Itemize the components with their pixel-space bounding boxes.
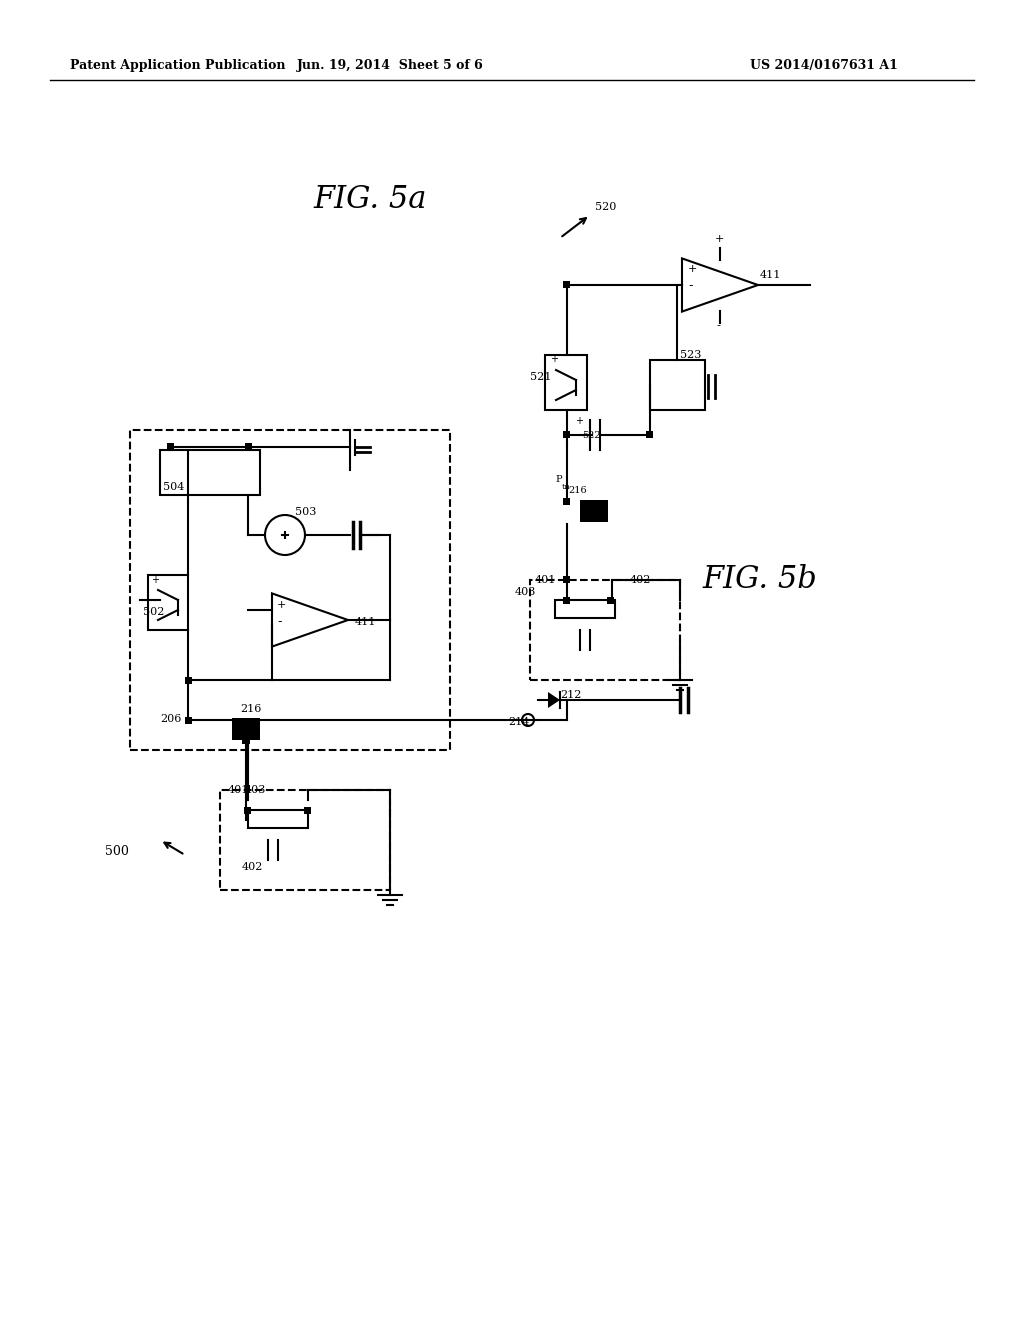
Text: -: - xyxy=(716,319,720,330)
Bar xyxy=(530,579,680,680)
Text: US 2014/0167631 A1: US 2014/0167631 A1 xyxy=(750,58,898,71)
Text: 500: 500 xyxy=(105,845,129,858)
Bar xyxy=(220,789,390,890)
Bar xyxy=(248,810,308,828)
Text: +: + xyxy=(688,264,697,275)
Polygon shape xyxy=(548,692,560,708)
Text: 216: 216 xyxy=(240,704,261,714)
Text: +: + xyxy=(278,601,287,610)
Text: 521: 521 xyxy=(530,372,551,381)
Bar xyxy=(242,737,250,744)
Text: 206: 206 xyxy=(160,714,181,723)
Text: Jun. 19, 2014  Sheet 5 of 6: Jun. 19, 2014 Sheet 5 of 6 xyxy=(297,58,483,71)
Text: 212: 212 xyxy=(560,690,582,700)
Text: FIG. 5b: FIG. 5b xyxy=(702,565,817,595)
Text: 503: 503 xyxy=(295,507,316,517)
Bar xyxy=(245,444,252,450)
Bar xyxy=(646,432,653,438)
Bar xyxy=(244,807,251,814)
Text: tn: tn xyxy=(562,483,570,491)
Bar xyxy=(580,500,608,521)
Circle shape xyxy=(522,714,534,726)
Text: Patent Application Publication: Patent Application Publication xyxy=(70,58,286,71)
Text: 411: 411 xyxy=(760,271,781,280)
Text: 214: 214 xyxy=(508,717,529,727)
Bar xyxy=(563,576,570,583)
Polygon shape xyxy=(682,259,758,312)
Circle shape xyxy=(265,515,305,554)
Text: 402: 402 xyxy=(242,862,263,873)
Bar xyxy=(650,360,705,411)
Bar xyxy=(160,450,260,495)
Text: FIG. 5a: FIG. 5a xyxy=(313,185,427,215)
Bar xyxy=(545,355,587,411)
Text: 523: 523 xyxy=(680,350,701,360)
Bar xyxy=(130,430,450,750)
Text: 403: 403 xyxy=(245,785,266,795)
Bar xyxy=(555,601,615,618)
Bar xyxy=(607,597,614,605)
Text: 411: 411 xyxy=(355,616,377,627)
Bar xyxy=(185,677,193,684)
Bar xyxy=(232,718,260,741)
Text: 502: 502 xyxy=(143,607,165,616)
Text: +: + xyxy=(715,234,724,244)
Text: 216: 216 xyxy=(568,486,587,495)
Text: P: P xyxy=(555,475,561,484)
Text: +: + xyxy=(550,354,558,364)
Bar xyxy=(167,444,174,450)
Text: 401: 401 xyxy=(535,576,556,585)
Text: +: + xyxy=(575,416,583,426)
Text: 402: 402 xyxy=(630,576,651,585)
Bar xyxy=(563,498,570,506)
Polygon shape xyxy=(272,594,348,647)
Text: -: - xyxy=(688,279,692,292)
Text: 504: 504 xyxy=(163,482,184,492)
Bar xyxy=(563,597,570,605)
Text: -: - xyxy=(278,615,282,628)
Bar xyxy=(563,281,570,288)
Text: 522: 522 xyxy=(582,432,601,440)
Bar xyxy=(148,576,188,630)
Bar xyxy=(304,807,311,814)
Bar xyxy=(185,717,193,723)
Bar xyxy=(563,432,570,438)
Text: 403: 403 xyxy=(515,587,537,597)
Text: 401: 401 xyxy=(228,785,250,795)
Text: 520: 520 xyxy=(595,202,616,213)
Text: +: + xyxy=(151,576,159,585)
